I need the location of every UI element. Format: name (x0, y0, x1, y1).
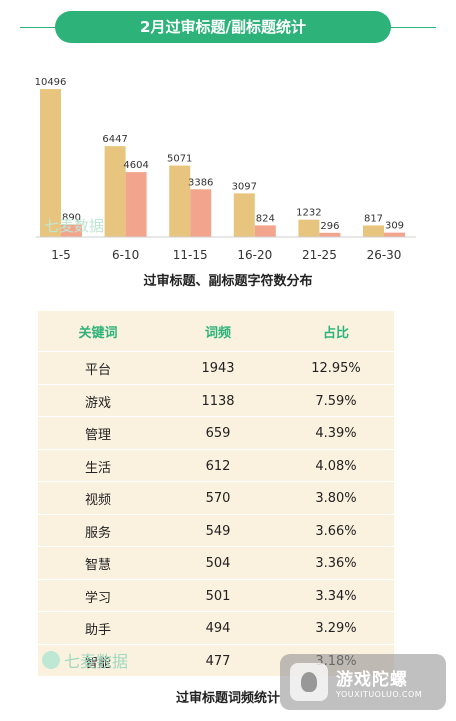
frequency-cell: 1138 (201, 393, 235, 409)
table-header: 关键词 词频 占比 (38, 311, 394, 351)
watermark-text: 七麦数据 (64, 652, 129, 671)
table-row: 管理 659 4.39% (38, 416, 394, 450)
share-cell: 12.95% (311, 361, 361, 376)
data-label: 309 (385, 221, 404, 232)
keyword-table: 关键词 词频 占比 平台 1943 12.95% 游戏 1138 7.59% 管理 659 4.… (38, 311, 394, 676)
share-cell: 4.08% (315, 458, 357, 474)
data-label: 4604 (123, 160, 148, 171)
data-label: 5071 (167, 154, 192, 165)
table-row: 游戏 1138 7.59% (38, 383, 394, 418)
x-tick-label: 26-30 (367, 248, 402, 262)
frequency-cell: 549 (205, 523, 231, 539)
chart-watermark: 七麦数据 (44, 217, 104, 235)
keyword-cell: 助手 (84, 623, 111, 638)
page-title: 2月过审标题/副标题统计 (55, 11, 391, 43)
data-label: 3386 (188, 177, 213, 188)
x-tick-label: 1-5 (51, 248, 71, 262)
table-row: 平台 1943 12.95% (38, 351, 394, 385)
bar (254, 225, 276, 237)
frequency-cell: 1943 (201, 361, 235, 376)
x-tick-label: 11-15 (173, 248, 208, 262)
bar (61, 224, 82, 237)
bar (104, 146, 126, 237)
bar (384, 232, 405, 237)
keyword-cell: 生活 (84, 460, 111, 476)
column-header: 关键词 (78, 325, 118, 341)
keyword-cell: 学习 (84, 590, 111, 606)
bar (233, 193, 255, 237)
share-cell: 3.34% (315, 588, 357, 604)
frequency-cell: 612 (205, 458, 231, 474)
watermark: 七麦数据 (42, 648, 128, 672)
frequency-cell: 659 (205, 426, 231, 441)
x-tick-label: 6-10 (112, 248, 139, 262)
data-label: 296 (320, 221, 339, 232)
share-cell: 4.39% (315, 426, 357, 441)
corner-logo: 游戏陀螺 YOUXITUOLUO.COM (280, 654, 446, 710)
share-cell: 3.80% (315, 491, 357, 506)
keyword-cell: 游戏 (84, 395, 111, 411)
table-row: 服务 549 3.66% (38, 513, 394, 548)
frequency-cell: 501 (205, 588, 231, 604)
frequency-cell: 494 (205, 621, 231, 636)
table-caption: 过审标题词频统计 (175, 691, 280, 706)
column-header: 占比 (322, 325, 349, 341)
keyword-cell: 视频 (84, 493, 111, 508)
chart-caption: 过审标题、副标题字符数分布 (143, 274, 313, 289)
table-row: 视频 570 3.80% (38, 481, 394, 515)
share-cell: 3.29% (315, 621, 357, 636)
keyword-cell: 管理 (84, 428, 111, 443)
bar (363, 225, 384, 237)
data-label: 10496 (35, 77, 67, 88)
watermark-logo-icon (42, 651, 60, 669)
bar (169, 165, 191, 237)
keyword-cell: 平台 (84, 363, 111, 378)
spinning-top-icon (290, 663, 328, 701)
table-row: 生活 612 4.08% (38, 448, 394, 483)
data-label: 824 (256, 213, 275, 224)
keyword-cell: 服务 (84, 525, 111, 541)
data-label: 890 (62, 212, 81, 223)
data-label: 817 (364, 213, 383, 224)
bar-chart: 10496 890 1-5 6447 4604 6-10 5071 3386 11-15 3097… (35, 77, 416, 262)
table-row: 学习 501 3.34% (38, 578, 394, 613)
table-row: 助手 494 3.29% (38, 611, 394, 645)
corner-logo-url: YOUXITUOLUO.COM (336, 690, 423, 699)
bar (190, 189, 212, 237)
x-tick-label: 21-25 (302, 248, 337, 262)
data-label: 6447 (102, 134, 127, 145)
bar (298, 219, 320, 237)
frequency-cell: 570 (205, 491, 231, 506)
data-label: 3097 (232, 181, 257, 192)
bar (125, 172, 147, 237)
share-cell: 7.59% (315, 393, 357, 409)
share-cell: 3.36% (315, 556, 357, 571)
frequency-cell: 504 (205, 556, 231, 571)
share-cell: 3.66% (315, 523, 357, 539)
table-row: 智慧 504 3.36% (38, 546, 394, 580)
frequency-cell: 477 (205, 653, 231, 669)
bar (319, 232, 341, 237)
corner-logo-name: 游戏陀螺 (336, 670, 408, 690)
x-tick-label: 16-20 (237, 248, 272, 262)
keyword-cell: 智慧 (84, 558, 111, 573)
keyword-cell: 智能 (84, 655, 111, 671)
bar (40, 89, 61, 237)
data-label: 1232 (296, 208, 321, 219)
column-header: 词频 (204, 325, 231, 341)
